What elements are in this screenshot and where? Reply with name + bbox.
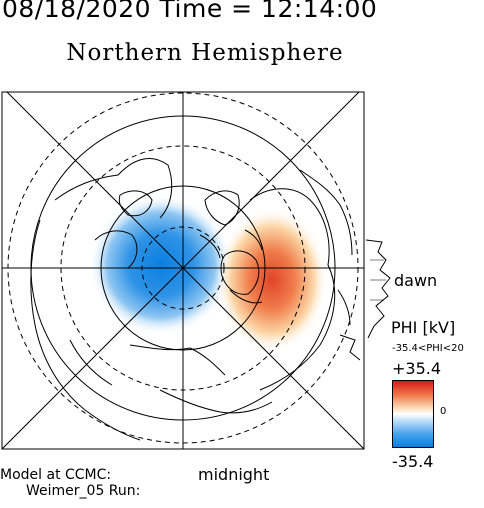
positive-potential-cell — [216, 208, 328, 352]
legend-min: -35.4 — [392, 452, 434, 471]
page-title: Northern Hemisphere — [66, 40, 344, 66]
legend-max: +35.4 — [392, 359, 442, 378]
header-datetime: 08/18/2020 Time = 12:14:00 — [2, 0, 378, 23]
colorbar — [392, 380, 434, 448]
longitude-line — [2, 92, 360, 449]
coastline-east-fragment — [365, 239, 391, 339]
polar-map — [1, 91, 365, 450]
legend-range: -35.4<PHI<20 — [392, 343, 464, 354]
negative-potential-cell — [89, 195, 233, 335]
legend-zero: 0 — [440, 406, 447, 417]
dawn-label: dawn — [394, 271, 438, 290]
footer-model-label: Model at CCMC: — [0, 467, 112, 483]
legend-title: PHI [kV] — [391, 318, 456, 337]
footer-run-label: Weimer_05 Run: — [26, 483, 141, 499]
midnight-label: midnight — [198, 465, 270, 484]
coastlines — [30, 157, 361, 441]
